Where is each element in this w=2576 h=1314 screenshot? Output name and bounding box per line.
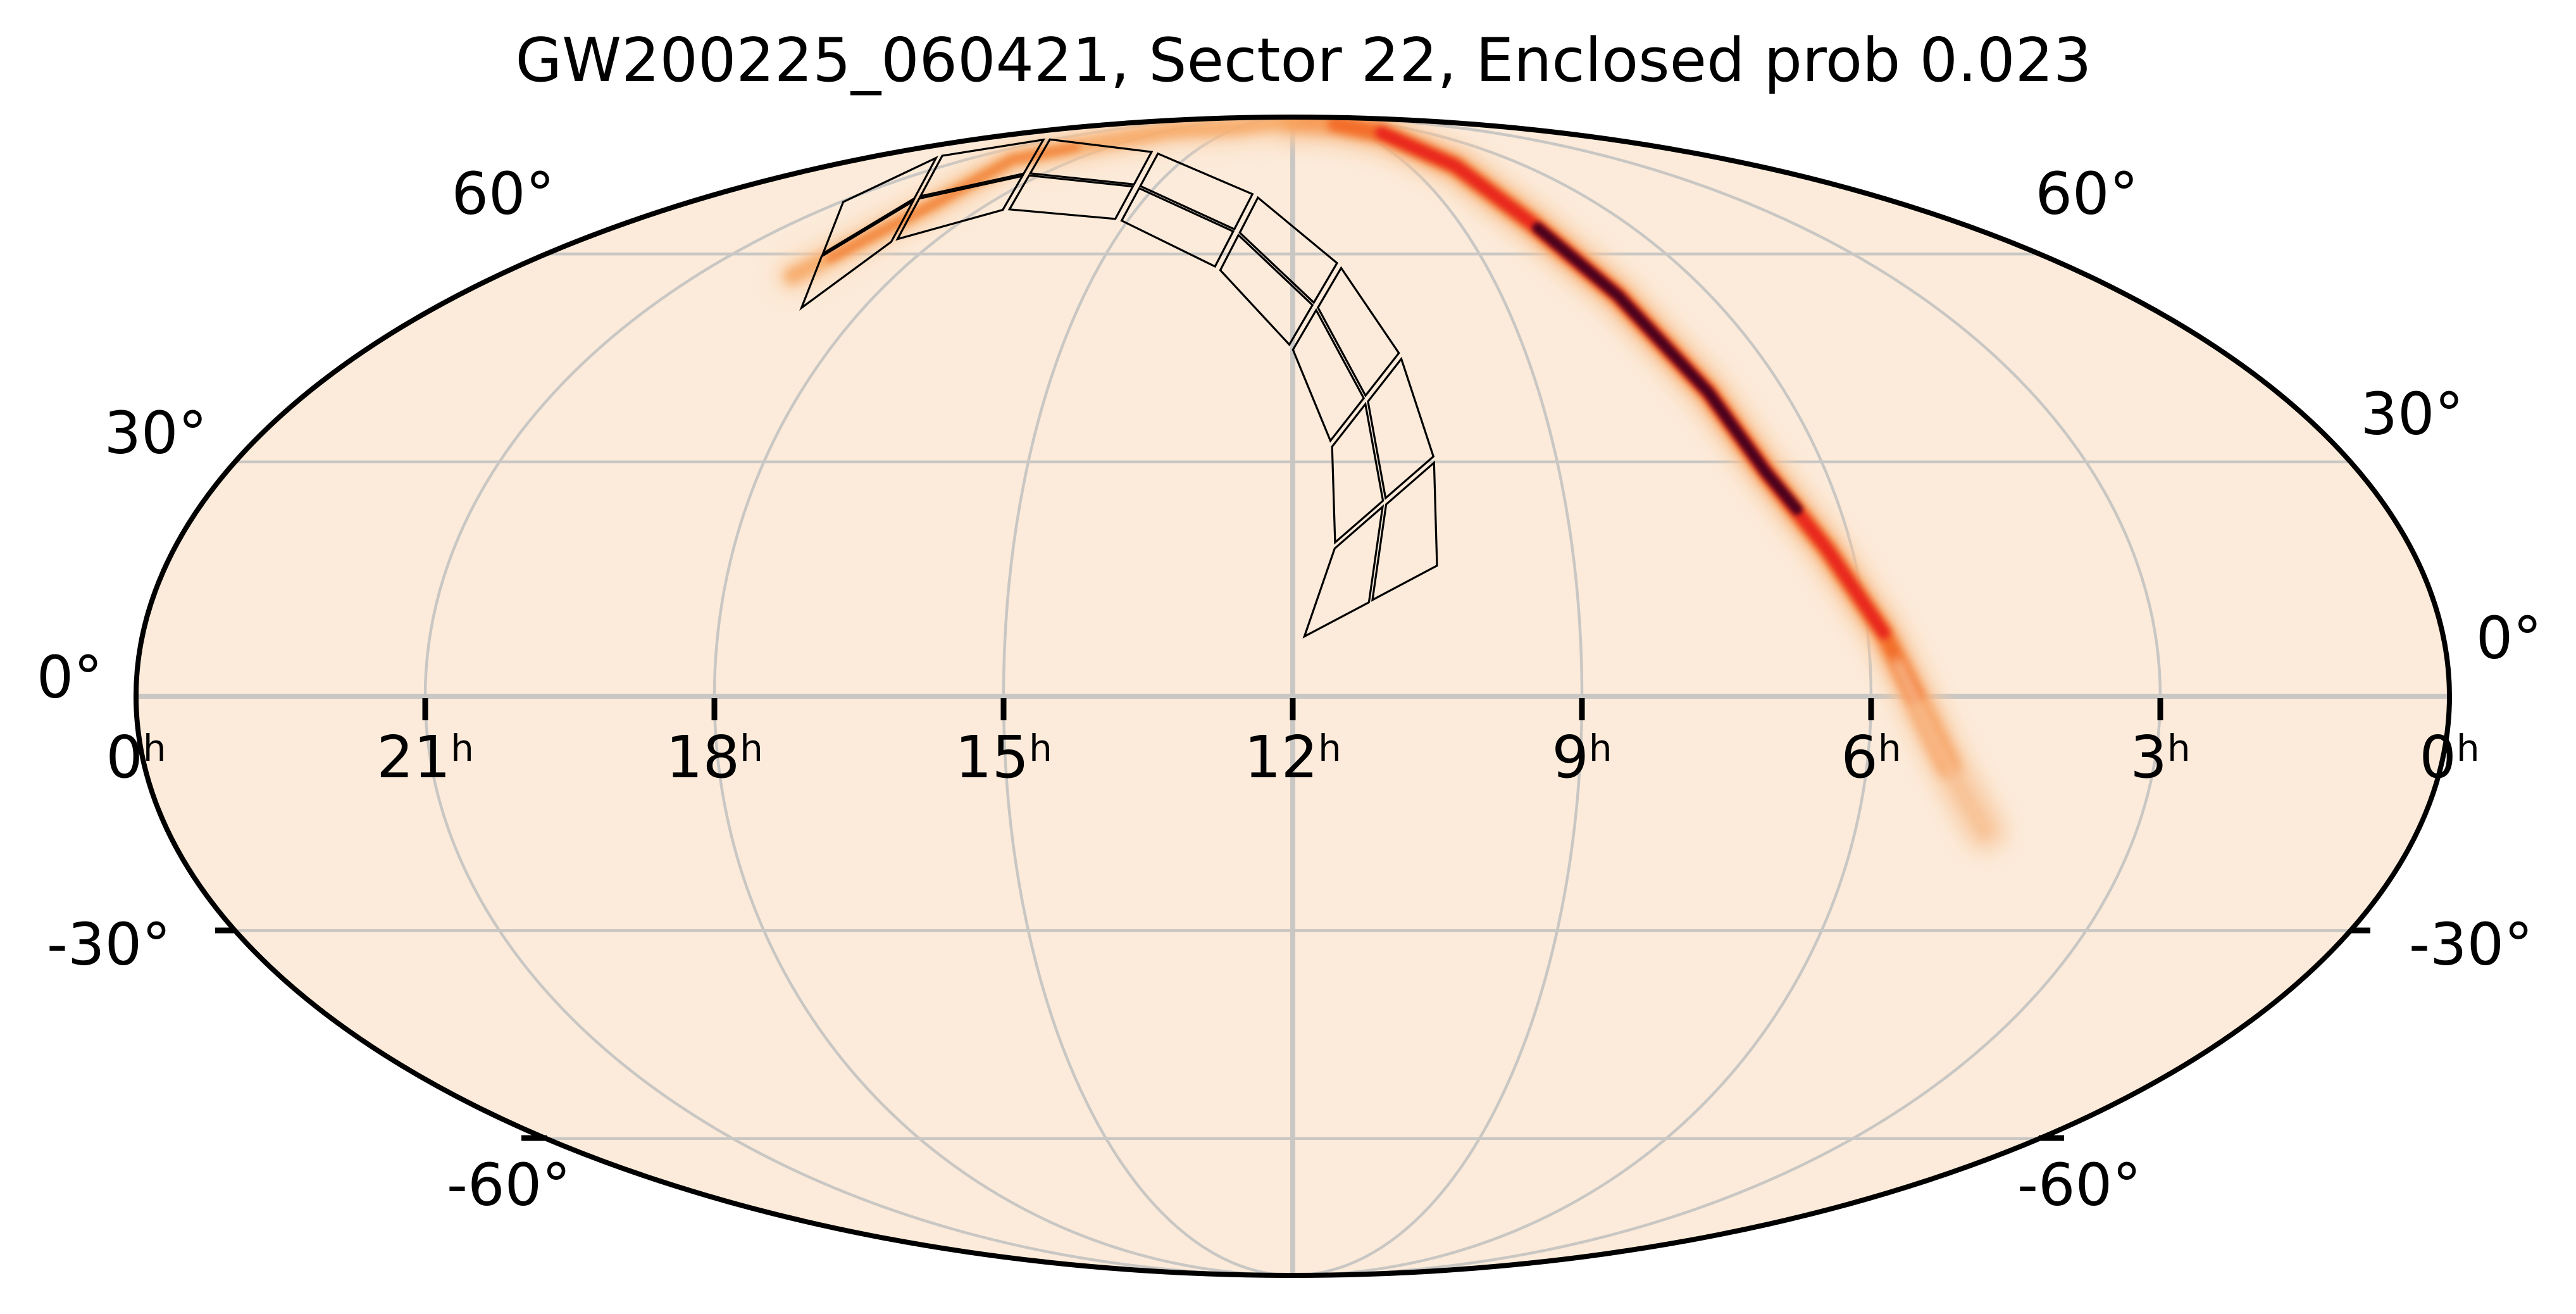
ccd-footprint-cell xyxy=(1219,233,1314,347)
meridian-line xyxy=(423,117,2162,1275)
ccd-footprint-cell xyxy=(799,198,916,311)
sector-footprint xyxy=(799,138,1438,639)
ccd-footprint-cell xyxy=(1316,266,1400,397)
ccd-footprint-cell xyxy=(821,155,939,256)
ccd-footprint-cell xyxy=(918,138,1045,198)
ccd-footprint-cell xyxy=(1028,138,1154,186)
ccd-footprint-cell xyxy=(1367,356,1435,501)
meridian-line xyxy=(712,117,1873,1275)
ccd-footprint-cell xyxy=(1238,196,1339,304)
ccd-footprint-cell xyxy=(1371,460,1438,602)
figure-title: GW200225_060421, Sector 22, Enclosed pro… xyxy=(516,26,2092,96)
ccd-footprint-cell xyxy=(1302,504,1384,639)
dec-tick-label: -30° xyxy=(2409,910,2533,978)
graticule xyxy=(136,117,2449,1275)
probability-band-right-tail xyxy=(1891,658,1992,837)
axis-ticks xyxy=(215,698,2370,1141)
dec-tick-label: 0° xyxy=(37,643,103,711)
ccd-footprint-cell xyxy=(895,174,1025,241)
projection-outline xyxy=(134,115,2452,1278)
probability-band xyxy=(775,117,2006,851)
dec-tick-label: -60° xyxy=(2017,1151,2141,1218)
axis-labels: 0h 21h 18h 15h 12h 9h 6h 3h 0h60°30°0°-30°-60°60… xyxy=(37,160,2542,1218)
meridian-line xyxy=(1002,117,1584,1275)
dec-tick-label: -60° xyxy=(447,1151,571,1218)
ra-tick-label: 0h xyxy=(2419,723,2479,791)
dec-tick-label: 30° xyxy=(104,399,207,466)
map-outline xyxy=(134,115,2452,1278)
dec-tick-label: -30° xyxy=(47,910,171,978)
ra-tick-label: 21h xyxy=(376,723,474,791)
ccd-footprint-cell xyxy=(1007,174,1135,220)
ccd-footprint-cell xyxy=(1331,401,1384,545)
ccd-footprint-cell xyxy=(1138,152,1254,231)
probability-band-right-dark xyxy=(1532,222,1803,515)
dec-tick-label: 0° xyxy=(2476,604,2542,672)
ccd-footprint-cell xyxy=(1120,187,1235,268)
dec-tick-label: 60° xyxy=(451,160,554,227)
ra-tick-label: 0h xyxy=(106,723,166,791)
dec-tick-label: 60° xyxy=(2035,160,2138,227)
ccd-footprint-cell xyxy=(1291,308,1366,443)
dec-tick-label: 30° xyxy=(2360,380,2463,447)
